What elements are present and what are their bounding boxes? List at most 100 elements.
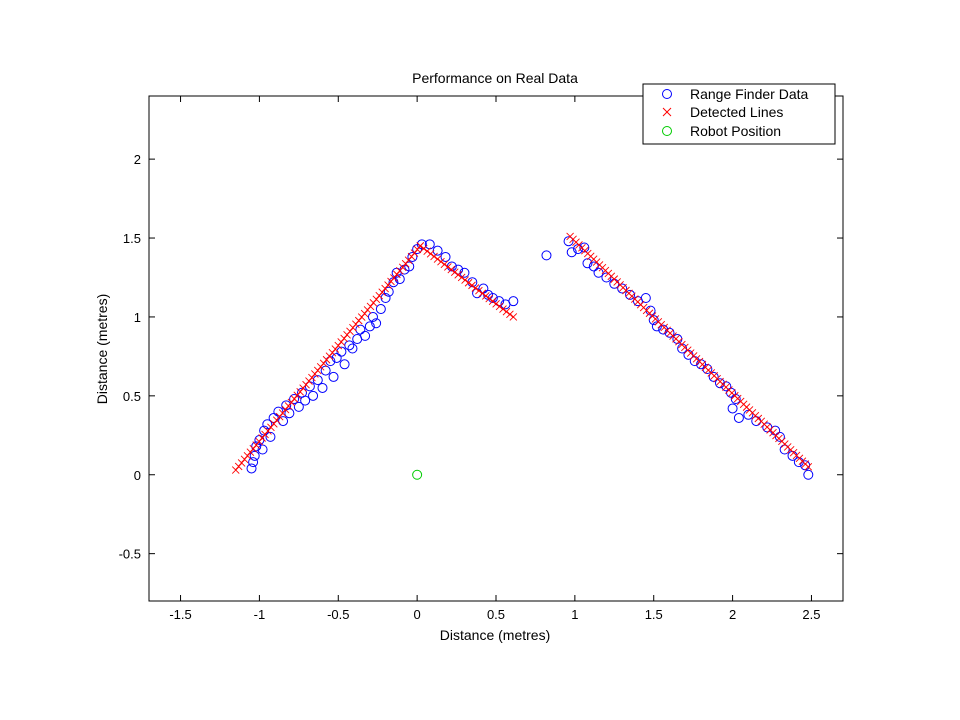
range-finder-point: [278, 416, 289, 427]
detected-line-point: [499, 305, 507, 313]
range-finder-point: [339, 359, 350, 370]
range-finder-point: [440, 251, 451, 262]
detected-line-point: [419, 244, 428, 253]
x-tick-label: -0.5: [327, 607, 349, 622]
detected-line-point: [416, 242, 425, 250]
range-finder-point: [743, 409, 754, 420]
range-finder-point: [617, 283, 628, 294]
y-tick-label: -0.5: [119, 547, 141, 562]
y-tick-label: 2: [134, 152, 141, 167]
x-tick-label: 2: [729, 607, 736, 622]
x-tick-label: -1.5: [169, 607, 191, 622]
detected-line-point: [471, 284, 480, 292]
range-finder-point: [648, 315, 659, 326]
range-finder-point: [651, 321, 662, 332]
detected-line-point: [468, 281, 476, 290]
range-finder-point: [708, 371, 719, 382]
range-finder-point: [293, 401, 304, 412]
range-finder-point: [383, 286, 394, 297]
range-finder-point: [331, 352, 342, 363]
y-tick-label: 0: [134, 468, 141, 483]
y-tick-label: 1.5: [123, 231, 141, 246]
legend-marker-robot-position: [662, 126, 672, 136]
range-finder-point: [432, 245, 443, 256]
detected-line-point: [433, 255, 442, 263]
detected-line-point: [454, 271, 463, 279]
range-finder-point: [371, 318, 382, 329]
range-finder-point: [289, 394, 300, 404]
range-finder-point: [727, 403, 738, 414]
range-finder-point: [601, 272, 612, 283]
y-tick-label: 1: [134, 310, 141, 325]
detected-line-point: [457, 273, 466, 282]
legend-label-detected-lines: Detected Lines: [690, 104, 783, 120]
range-finder-point: [262, 419, 273, 430]
range-finder-point: [367, 311, 378, 322]
detected-line-point: [423, 247, 432, 256]
range-finder-point: [308, 390, 319, 401]
range-finder-point: [625, 289, 636, 300]
range-finder-point: [579, 242, 590, 253]
range-finder-point: [404, 261, 415, 272]
range-finder-point: [582, 258, 593, 269]
detected-line-point: [450, 268, 459, 277]
x-axis-label: Distance (metres): [440, 627, 550, 643]
detected-line-point: [437, 257, 445, 266]
detected-line-point: [464, 278, 473, 287]
range-finder-point: [355, 324, 366, 335]
range-finder-point: [317, 382, 328, 393]
x-tick-label: 2.5: [802, 607, 820, 622]
range-finder-point: [541, 250, 552, 261]
x-tick-label: 1.5: [645, 607, 663, 622]
range-finder-point: [336, 346, 347, 357]
legend: Range Finder Data Detected Lines Robot P…: [642, 83, 836, 145]
y-axis-label: Distance (metres): [94, 294, 110, 404]
detected-line-point: [506, 310, 514, 319]
plot-area: [148, 95, 844, 602]
x-tick-labels: -1.5 -1 -0.5 0 0.5 1 1.5 2 2.5: [169, 607, 820, 622]
detected-line-point: [804, 463, 813, 471]
y-tick-labels: -0.5 0 0.5 1 1.5 2: [119, 152, 141, 562]
detected-line-point: [492, 299, 500, 308]
range-finder-point: [246, 463, 257, 474]
range-finder-point: [702, 364, 713, 375]
range-finder-point: [312, 375, 323, 386]
range-finder-point: [803, 469, 814, 480]
x-tick-label: 1: [571, 607, 578, 622]
y-tick-label: 0.5: [123, 389, 141, 404]
detected-line-point: [430, 252, 438, 261]
range-finder-point: [360, 330, 371, 341]
chart-title: Performance on Real Data: [412, 70, 578, 86]
range-finder-point: [265, 431, 276, 442]
detected-line-point: [485, 294, 494, 303]
x-tick-label: 0.5: [487, 607, 505, 622]
range-finder-point: [320, 365, 331, 376]
range-finder-point: [721, 381, 732, 392]
detected-line-point: [481, 292, 490, 300]
range-finder-point: [774, 431, 785, 442]
range-finder-point: [328, 371, 339, 382]
robot-position-point: [412, 469, 423, 480]
range-finder-point: [640, 293, 651, 303]
range-finder-point: [733, 412, 744, 423]
range-finder-point: [347, 343, 358, 354]
range-finder-point: [563, 236, 574, 247]
x-tick-label: -1: [254, 607, 266, 622]
range-finder-point: [284, 408, 295, 419]
range-finder-point: [566, 247, 577, 258]
detected-line-point: [495, 302, 504, 311]
legend-label-range-finder: Range Finder Data: [690, 86, 809, 102]
range-finder-point: [375, 304, 386, 315]
x-tick-label: 0: [414, 607, 421, 622]
detected-line-point: [444, 263, 452, 271]
axis-ticks: [149, 96, 843, 601]
detected-line-point: [475, 286, 483, 295]
detected-line-point: [426, 249, 435, 258]
detected-line-point: [478, 289, 487, 298]
range-finder-point: [407, 251, 418, 262]
legend-label-robot-position: Robot Position: [690, 123, 781, 139]
detected-line-point: [440, 260, 449, 269]
range-finder-point: [248, 457, 259, 468]
range-finder-point: [251, 441, 262, 452]
